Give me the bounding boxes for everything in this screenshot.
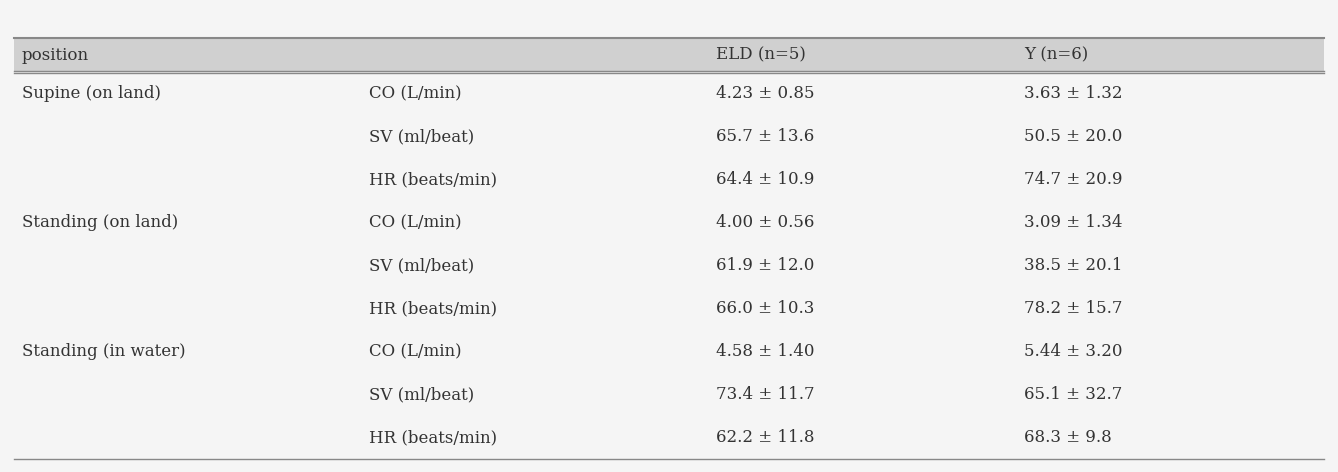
Text: HR (beats/min): HR (beats/min) — [369, 429, 498, 446]
Text: 4.00 ± 0.56: 4.00 ± 0.56 — [716, 214, 815, 231]
Text: 3.09 ± 1.34: 3.09 ± 1.34 — [1024, 214, 1123, 231]
Text: Standing (on land): Standing (on land) — [21, 214, 178, 231]
Text: SV (ml/beat): SV (ml/beat) — [369, 386, 475, 403]
Text: CO (L/min): CO (L/min) — [369, 343, 462, 360]
Text: 5.44 ± 3.20: 5.44 ± 3.20 — [1024, 343, 1123, 360]
Text: 4.58 ± 1.40: 4.58 ± 1.40 — [716, 343, 815, 360]
Text: 66.0 ± 10.3: 66.0 ± 10.3 — [716, 300, 815, 317]
Text: HR (beats/min): HR (beats/min) — [369, 300, 498, 317]
Text: CO (L/min): CO (L/min) — [369, 85, 462, 102]
Text: 78.2 ± 15.7: 78.2 ± 15.7 — [1024, 300, 1123, 317]
Text: 4.23 ± 0.85: 4.23 ± 0.85 — [716, 85, 815, 102]
Text: 68.3 ± 9.8: 68.3 ± 9.8 — [1024, 429, 1112, 446]
Text: 65.1 ± 32.7: 65.1 ± 32.7 — [1024, 386, 1123, 403]
Text: HR (beats/min): HR (beats/min) — [369, 171, 498, 188]
Text: Standing (in water): Standing (in water) — [21, 343, 186, 360]
Text: Y (n=6): Y (n=6) — [1024, 47, 1088, 64]
Text: 50.5 ± 20.0: 50.5 ± 20.0 — [1024, 128, 1123, 145]
Text: SV (ml/beat): SV (ml/beat) — [369, 257, 475, 274]
Text: CO (L/min): CO (L/min) — [369, 214, 462, 231]
Text: Supine (on land): Supine (on land) — [21, 85, 161, 102]
Text: 62.2 ± 11.8: 62.2 ± 11.8 — [716, 429, 815, 446]
Text: 3.63 ± 1.32: 3.63 ± 1.32 — [1024, 85, 1123, 102]
Text: 61.9 ± 12.0: 61.9 ± 12.0 — [716, 257, 815, 274]
Text: SV (ml/beat): SV (ml/beat) — [369, 128, 475, 145]
Text: 65.7 ± 13.6: 65.7 ± 13.6 — [716, 128, 815, 145]
Text: position: position — [21, 47, 90, 64]
Text: 64.4 ± 10.9: 64.4 ± 10.9 — [716, 171, 815, 188]
Text: 74.7 ± 20.9: 74.7 ± 20.9 — [1024, 171, 1123, 188]
Text: 73.4 ± 11.7: 73.4 ± 11.7 — [716, 386, 815, 403]
Text: 38.5 ± 20.1: 38.5 ± 20.1 — [1024, 257, 1123, 274]
Bar — [13, 38, 1325, 72]
Text: ELD (n=5): ELD (n=5) — [716, 47, 807, 64]
